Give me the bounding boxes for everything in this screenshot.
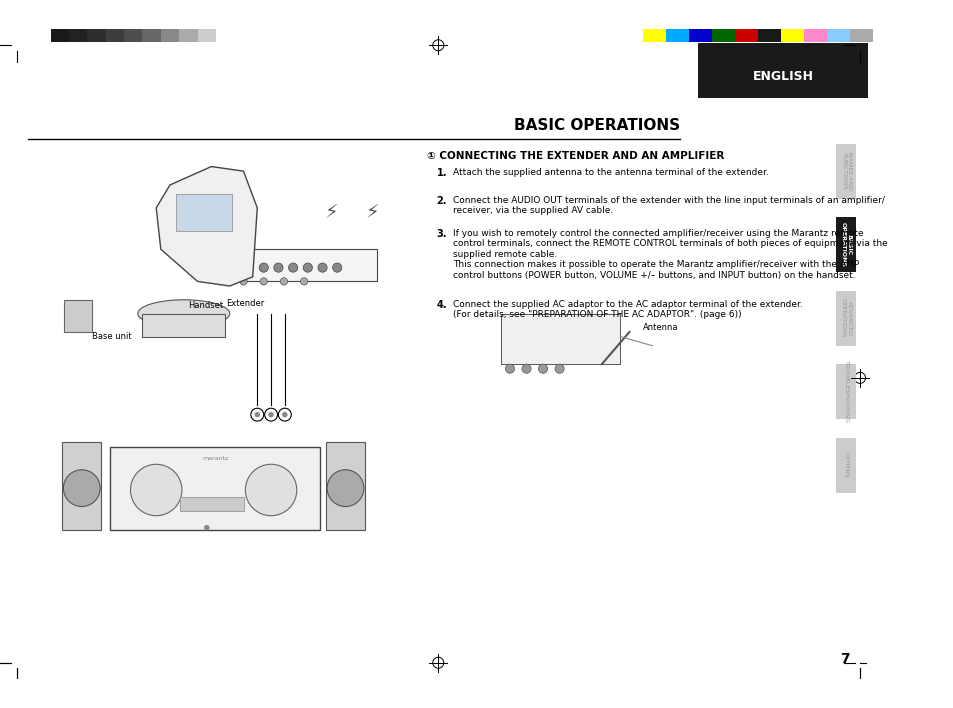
- Circle shape: [230, 263, 238, 272]
- Bar: [176, 194, 232, 231]
- Circle shape: [264, 409, 277, 421]
- Text: Attach the supplied antenna to the antenna terminal of the extender.: Attach the supplied antenna to the anten…: [453, 169, 768, 178]
- Circle shape: [280, 278, 287, 285]
- Text: 7: 7: [840, 652, 849, 666]
- Circle shape: [245, 464, 296, 515]
- Text: Connect the supplied AC adaptor to the AC adaptor terminal of the extender.
(For: Connect the supplied AC adaptor to the A…: [453, 299, 801, 319]
- Text: 1.: 1.: [436, 169, 447, 178]
- Bar: [735, 29, 758, 42]
- Text: TROUBLESHOOTING: TROUBLESHOOTING: [842, 360, 848, 423]
- Circle shape: [505, 364, 514, 373]
- Text: If you wish to remotely control the connected amplifier/receiver using the Maran: If you wish to remotely control the conn…: [453, 229, 887, 280]
- Text: ENGLISH: ENGLISH: [752, 70, 813, 83]
- Bar: [51, 29, 69, 42]
- Bar: [826, 29, 849, 42]
- Circle shape: [204, 525, 210, 530]
- Text: Connect the AUDIO OUT terminals of the extender with the line input terminals of: Connect the AUDIO OUT terminals of the e…: [453, 196, 884, 215]
- Text: OTHERS: OTHERS: [842, 452, 848, 478]
- Circle shape: [251, 409, 263, 421]
- Ellipse shape: [137, 299, 230, 327]
- Text: ① CONNECTING THE EXTENDER AND AN AMPLIFIER: ① CONNECTING THE EXTENDER AND AN AMPLIFI…: [427, 151, 724, 161]
- Bar: [142, 29, 161, 42]
- Bar: [180, 497, 244, 511]
- Circle shape: [278, 409, 291, 421]
- Bar: [781, 29, 803, 42]
- Circle shape: [282, 412, 287, 418]
- Circle shape: [521, 364, 531, 373]
- Bar: [698, 42, 867, 98]
- Circle shape: [260, 278, 267, 285]
- Text: ⚡: ⚡: [365, 203, 378, 222]
- Text: 4.: 4.: [436, 299, 447, 310]
- Bar: [835, 144, 856, 199]
- Bar: [835, 364, 856, 419]
- Bar: [215, 29, 234, 42]
- Circle shape: [254, 412, 260, 418]
- Bar: [711, 29, 735, 42]
- Text: Antenna: Antenna: [642, 323, 678, 332]
- Bar: [197, 29, 215, 42]
- Circle shape: [288, 263, 297, 272]
- Bar: [835, 217, 856, 272]
- Text: Base unit: Base unit: [91, 332, 132, 341]
- Circle shape: [268, 412, 274, 418]
- Bar: [106, 29, 124, 42]
- Bar: [142, 314, 225, 336]
- Circle shape: [317, 263, 327, 272]
- Circle shape: [63, 470, 100, 506]
- Bar: [124, 29, 142, 42]
- Bar: [111, 447, 319, 530]
- Bar: [179, 29, 197, 42]
- Circle shape: [239, 278, 247, 285]
- Bar: [225, 249, 376, 281]
- Bar: [64, 299, 91, 332]
- Bar: [803, 29, 826, 42]
- Text: ADVANCED
OPERATIONS: ADVANCED OPERATIONS: [840, 298, 851, 338]
- Bar: [161, 29, 179, 42]
- Bar: [835, 438, 856, 493]
- Circle shape: [327, 470, 363, 506]
- Bar: [849, 29, 872, 42]
- Text: BASIC
OPERATIONS: BASIC OPERATIONS: [840, 222, 851, 267]
- Circle shape: [333, 263, 341, 272]
- Text: BASIC OPERATIONS: BASIC OPERATIONS: [514, 118, 679, 132]
- Bar: [326, 442, 364, 530]
- Bar: [500, 314, 619, 364]
- Polygon shape: [156, 166, 257, 286]
- Bar: [642, 29, 665, 42]
- Bar: [758, 29, 781, 42]
- Circle shape: [244, 263, 253, 272]
- Text: 3.: 3.: [436, 229, 447, 239]
- Circle shape: [555, 364, 563, 373]
- Bar: [835, 290, 856, 346]
- Circle shape: [274, 263, 283, 272]
- Text: marantz: marantz: [202, 455, 228, 461]
- Bar: [69, 29, 88, 42]
- Bar: [665, 29, 688, 42]
- Text: Extender: Extender: [226, 299, 264, 308]
- Bar: [88, 29, 106, 42]
- Bar: [688, 29, 711, 42]
- Circle shape: [537, 364, 547, 373]
- Text: Handset: Handset: [188, 301, 223, 309]
- Text: 2.: 2.: [436, 196, 447, 206]
- Bar: [62, 442, 101, 530]
- Text: NAMES AND
FUNCTIONS: NAMES AND FUNCTIONS: [840, 152, 851, 190]
- Circle shape: [259, 263, 268, 272]
- Circle shape: [303, 263, 312, 272]
- Circle shape: [300, 278, 308, 285]
- Circle shape: [131, 464, 182, 515]
- Text: ⚡: ⚡: [324, 203, 337, 222]
